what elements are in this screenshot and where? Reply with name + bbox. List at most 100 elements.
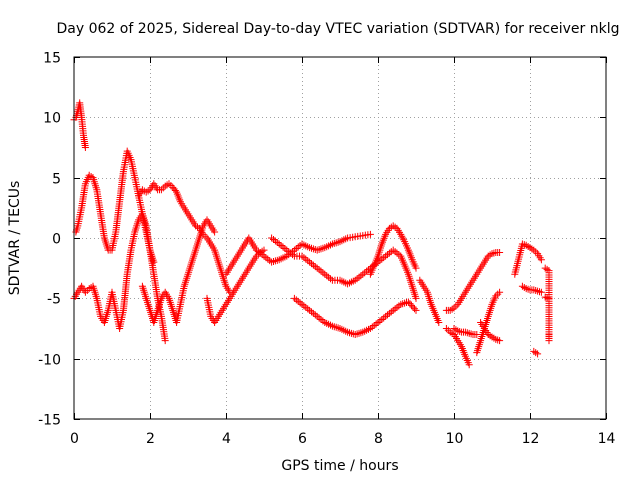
series-arc-21 bbox=[541, 293, 553, 302]
data-point bbox=[385, 309, 393, 317]
y-tick-label: 10 bbox=[43, 111, 61, 127]
data-point bbox=[159, 184, 167, 192]
series-arc-1 bbox=[70, 99, 89, 151]
data-point bbox=[532, 286, 540, 294]
data-point bbox=[289, 251, 296, 259]
series-arc-14 bbox=[450, 325, 481, 339]
series-arc-12 bbox=[442, 248, 504, 314]
data-point bbox=[389, 246, 397, 254]
data-point bbox=[273, 239, 281, 247]
data-point bbox=[256, 249, 264, 257]
data-point bbox=[347, 278, 355, 286]
y-tick-label: -5 bbox=[47, 292, 61, 308]
data-point bbox=[313, 246, 321, 254]
series-arc-2 bbox=[72, 147, 158, 266]
series-arc-18 bbox=[518, 282, 545, 296]
data-point bbox=[285, 248, 293, 256]
data-point bbox=[287, 249, 295, 257]
series-arc-11 bbox=[416, 276, 443, 326]
series-arc-13 bbox=[442, 325, 473, 369]
data-point bbox=[270, 236, 277, 244]
data-point bbox=[290, 294, 298, 302]
data-point bbox=[412, 294, 420, 302]
data-point bbox=[412, 264, 420, 272]
data-point bbox=[461, 328, 469, 336]
data-point bbox=[319, 269, 327, 277]
data-point bbox=[298, 300, 306, 308]
data-point bbox=[353, 330, 361, 338]
data-point bbox=[532, 248, 540, 256]
data-point bbox=[407, 301, 415, 309]
data-point bbox=[268, 258, 276, 266]
data-point bbox=[325, 273, 333, 281]
data-point bbox=[260, 252, 268, 260]
data-point bbox=[494, 336, 502, 344]
data-point bbox=[292, 245, 300, 253]
y-tick-label: -15 bbox=[38, 413, 61, 429]
data-point bbox=[532, 349, 540, 357]
data-point bbox=[323, 272, 331, 280]
data-point bbox=[543, 294, 551, 302]
data-point bbox=[292, 296, 300, 304]
data-point bbox=[397, 300, 405, 308]
data-point bbox=[442, 325, 450, 332]
data-point bbox=[313, 264, 321, 272]
series-arc-8 bbox=[268, 234, 420, 302]
x-tick-label: 2 bbox=[146, 431, 155, 447]
data-point bbox=[304, 305, 312, 313]
data-point bbox=[545, 331, 553, 339]
data-point bbox=[380, 254, 388, 262]
data-point bbox=[275, 240, 283, 248]
data-point bbox=[406, 300, 414, 308]
data-point bbox=[400, 236, 408, 244]
series-arc-7 bbox=[222, 230, 374, 278]
data-point bbox=[378, 255, 386, 263]
data-point bbox=[315, 245, 323, 253]
series-arc-20 bbox=[541, 264, 553, 345]
data-point bbox=[534, 350, 542, 358]
data-point bbox=[281, 245, 289, 253]
y-tick-label: 5 bbox=[52, 172, 61, 188]
data-point bbox=[317, 315, 325, 323]
data-point bbox=[161, 337, 169, 345]
data-point bbox=[309, 309, 317, 317]
data-point bbox=[359, 270, 367, 278]
chart-title: Day 062 of 2025, Sidereal Day-to-day VTE… bbox=[57, 21, 620, 37]
data-point bbox=[496, 337, 504, 345]
data-point bbox=[167, 182, 175, 190]
series-arc-19 bbox=[530, 347, 542, 358]
x-tick-label: 0 bbox=[70, 431, 79, 447]
data-point bbox=[351, 331, 359, 339]
data-point bbox=[398, 232, 406, 240]
data-point bbox=[391, 223, 399, 231]
data-point bbox=[355, 273, 363, 281]
data-point bbox=[393, 303, 401, 311]
data-point bbox=[378, 315, 386, 323]
data-point bbox=[268, 234, 276, 242]
data-point bbox=[317, 267, 325, 275]
data-point bbox=[467, 330, 475, 338]
data-point bbox=[313, 312, 321, 320]
data-point bbox=[530, 286, 538, 294]
data-point bbox=[456, 328, 464, 336]
data-point bbox=[465, 361, 473, 369]
x-tick-label: 8 bbox=[374, 431, 383, 447]
data-point bbox=[399, 234, 407, 242]
data-point bbox=[311, 263, 319, 271]
data-point bbox=[374, 318, 382, 326]
series-arc-9 bbox=[290, 294, 420, 339]
data-point bbox=[389, 306, 397, 314]
data-point bbox=[380, 314, 388, 322]
x-axis-label: GPS time / hours bbox=[281, 458, 398, 474]
series-arc-16 bbox=[477, 318, 504, 345]
data-point bbox=[308, 308, 315, 316]
data-point bbox=[279, 243, 287, 251]
data-point bbox=[370, 321, 378, 329]
data-point bbox=[340, 278, 348, 286]
data-point bbox=[302, 303, 310, 311]
data-point bbox=[387, 308, 395, 316]
x-tick-label: 4 bbox=[222, 431, 231, 447]
data-point bbox=[393, 249, 401, 257]
x-tick-label: 14 bbox=[598, 431, 616, 447]
